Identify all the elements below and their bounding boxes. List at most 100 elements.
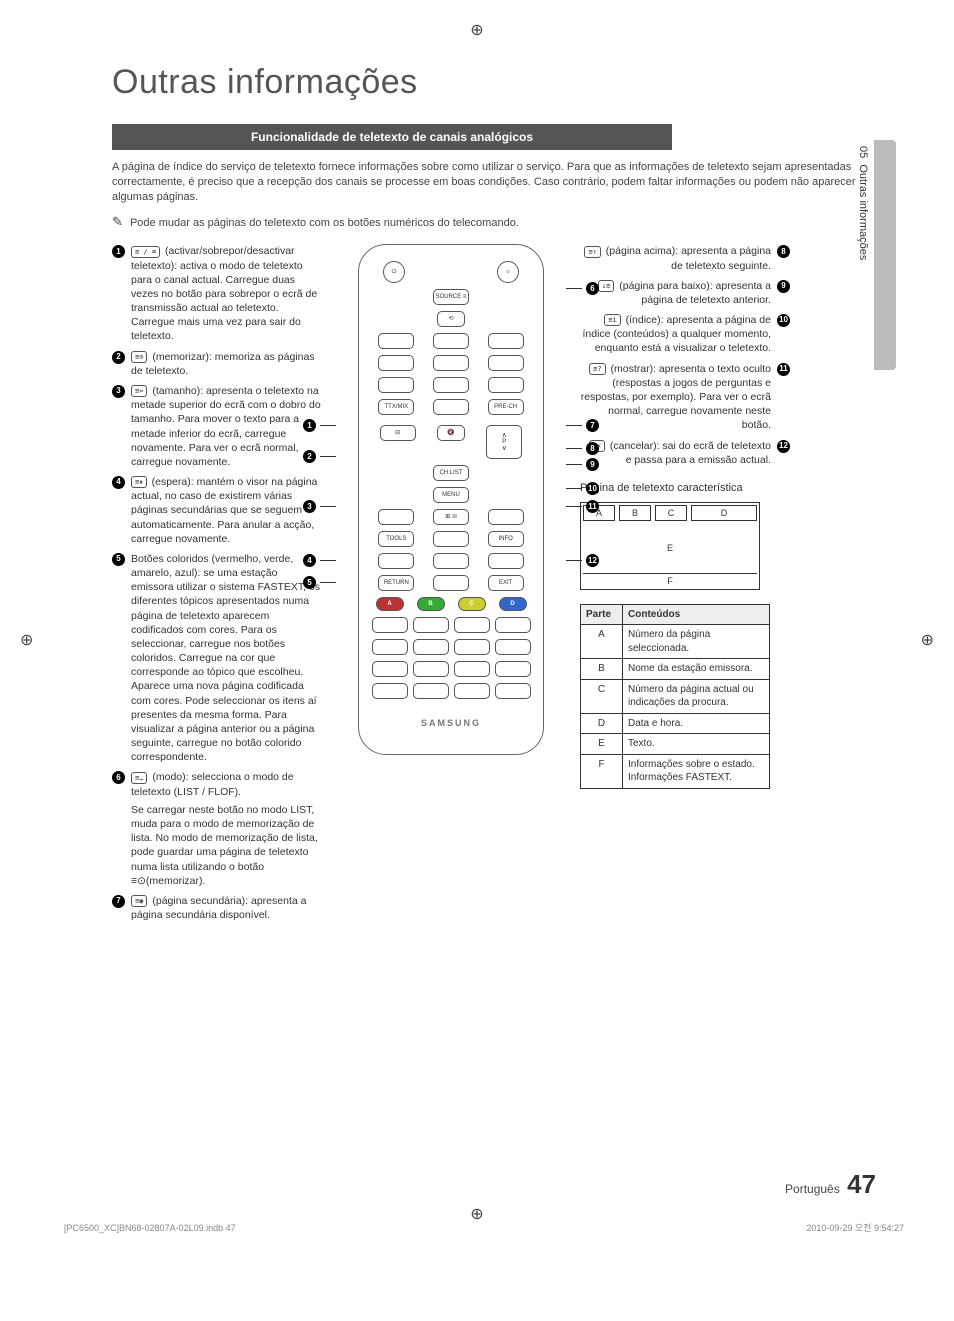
generic-button bbox=[495, 683, 531, 699]
num-btn bbox=[378, 377, 414, 393]
callout-number-badge: 9 bbox=[586, 458, 599, 471]
footer-language: Português bbox=[785, 1182, 840, 1196]
callout-number-badge: 7 bbox=[586, 419, 599, 432]
parts-cell-part: C bbox=[581, 679, 623, 713]
section-heading-bar: Funcionalidade de teletexto de canais an… bbox=[112, 124, 672, 150]
layout-cell-c: C bbox=[655, 505, 687, 521]
page-footer: Português 47 bbox=[785, 1167, 876, 1202]
item-text: ≡✕ (cancelar): sai do ecrã de teletexto … bbox=[580, 439, 771, 467]
callout-number-badge: 10 bbox=[586, 482, 599, 495]
info-button: INFO bbox=[488, 531, 524, 547]
table-row: DData e hora. bbox=[581, 713, 770, 734]
color-b-button: B bbox=[417, 597, 445, 611]
generic-button bbox=[488, 553, 524, 569]
callout-number-badge: 12 bbox=[586, 554, 599, 567]
prech-button: PRE-CH bbox=[488, 399, 524, 415]
callout-line bbox=[566, 448, 582, 449]
callout-line bbox=[320, 560, 336, 561]
list-item: 7≡◉ (página secundária): apresenta a pág… bbox=[112, 894, 322, 922]
button-glyph-icon: ≡ / ⌧ bbox=[131, 246, 160, 258]
right-column: 8≡↑ (página acima): apresenta a página d… bbox=[580, 244, 790, 789]
power-button: ⏻ bbox=[383, 261, 405, 283]
generic-button bbox=[372, 683, 408, 699]
section-side-tab-text: 05 Outras informações bbox=[855, 146, 870, 260]
parts-cell-part: F bbox=[581, 754, 623, 788]
remote-control-diagram: ⏻ ☼ SOURCE ≡ ⟲ bbox=[358, 244, 544, 754]
num-btn bbox=[433, 399, 469, 415]
generic-button bbox=[413, 639, 449, 655]
menu-button: MENU bbox=[433, 487, 469, 503]
callout-11: 11 bbox=[566, 500, 599, 513]
generic-button bbox=[378, 553, 414, 569]
generic-button bbox=[454, 661, 490, 677]
list-item: 11≡? (mostrar): apresenta o texto oculto… bbox=[580, 362, 790, 433]
callout-line bbox=[320, 582, 336, 583]
item-text: ≡⊙ (memorizar): memoriza as páginas de t… bbox=[131, 350, 322, 378]
num-btn bbox=[488, 377, 524, 393]
generic-button bbox=[495, 639, 531, 655]
generic-button bbox=[433, 575, 469, 591]
item-number-badge: 1 bbox=[112, 245, 125, 258]
generic-button bbox=[495, 661, 531, 677]
parts-cell-part: D bbox=[581, 713, 623, 734]
list-item: 4≡⏸ (espera): mantém o visor na página a… bbox=[112, 475, 322, 546]
button-glyph-icon: ≡⇔ bbox=[131, 385, 147, 397]
table-row: ANúmero da página seleccionada. bbox=[581, 625, 770, 659]
item-number-badge: 8 bbox=[777, 245, 790, 258]
num-btn bbox=[488, 355, 524, 371]
callout-7: 7 bbox=[566, 419, 599, 432]
left-numbered-list: 1 ≡ / ⌧ (activar/sobrepor/desactivar tele… bbox=[112, 244, 322, 922]
callout-line bbox=[320, 425, 336, 426]
right-numbered-list: 8≡↑ (página acima): apresenta a página d… bbox=[580, 244, 790, 466]
table-row: CNúmero da página actual ou indicações d… bbox=[581, 679, 770, 713]
button-glyph-icon: ≡i bbox=[604, 314, 620, 326]
num-btn bbox=[378, 333, 414, 349]
button-glyph-icon: ≡? bbox=[589, 363, 605, 375]
button-glyph-icon: ≡◉ bbox=[131, 895, 147, 907]
exit-button: EXIT bbox=[488, 575, 524, 591]
callout-line bbox=[566, 488, 582, 489]
item-text: ≡ / ⌧ (activar/sobrepor/desactivar telet… bbox=[131, 244, 322, 343]
callout-4: 4 bbox=[303, 554, 336, 567]
layout-cell-e: E bbox=[583, 525, 757, 571]
parts-cell-content: Informações sobre o estado. Informações … bbox=[623, 754, 770, 788]
generic-button bbox=[372, 617, 408, 633]
callout-5: 5 bbox=[303, 576, 336, 589]
parts-cell-content: Número da página seleccionada. bbox=[623, 625, 770, 659]
color-d-button: D bbox=[499, 597, 527, 611]
item-text: ≡⏸ (espera): mantém o visor na página ac… bbox=[131, 475, 322, 546]
page-title: Outras informações bbox=[112, 60, 882, 106]
callout-number-badge: 6 bbox=[586, 282, 599, 295]
remote-wrapper: ⏻ ☼ SOURCE ≡ ⟲ bbox=[336, 244, 566, 754]
side-tab-label: Outras informações bbox=[857, 164, 869, 260]
callout-9: 9 bbox=[566, 458, 599, 471]
list-item: 5Botões coloridos (vermelho, verde, amar… bbox=[112, 552, 322, 765]
callout-line bbox=[320, 506, 336, 507]
num-btn bbox=[433, 333, 469, 349]
item-number-badge: 6 bbox=[112, 771, 125, 784]
item-number-badge: 10 bbox=[777, 314, 790, 327]
teletext-layout-diagram: A B C D E F bbox=[580, 502, 760, 590]
note-icon: ✎ bbox=[112, 214, 123, 229]
generic-button bbox=[454, 683, 490, 699]
generic-button bbox=[372, 639, 408, 655]
callout-line bbox=[566, 560, 582, 561]
item-text: Botões coloridos (vermelho, verde, amare… bbox=[131, 552, 322, 765]
generic-button bbox=[433, 531, 469, 547]
parts-cell-part: A bbox=[581, 625, 623, 659]
generic-button bbox=[488, 509, 524, 525]
button-glyph-icon: ≡… bbox=[131, 772, 147, 784]
callout-line bbox=[320, 456, 336, 457]
callout-number-badge: 3 bbox=[303, 500, 316, 513]
crop-mark-right: ⊕ bbox=[921, 630, 934, 652]
parts-cell-content: Nome da estação emissora. bbox=[623, 659, 770, 680]
item-number-badge: 2 bbox=[112, 351, 125, 364]
callout-number-badge: 2 bbox=[303, 450, 316, 463]
item-number-badge: 7 bbox=[112, 895, 125, 908]
table-row: FInformações sobre o estado. Informações… bbox=[581, 754, 770, 788]
callout-2: 2 bbox=[303, 450, 336, 463]
item-number-badge: 9 bbox=[777, 280, 790, 293]
callout-line bbox=[566, 506, 582, 507]
callout-line bbox=[566, 288, 582, 289]
callout-line bbox=[566, 425, 582, 426]
